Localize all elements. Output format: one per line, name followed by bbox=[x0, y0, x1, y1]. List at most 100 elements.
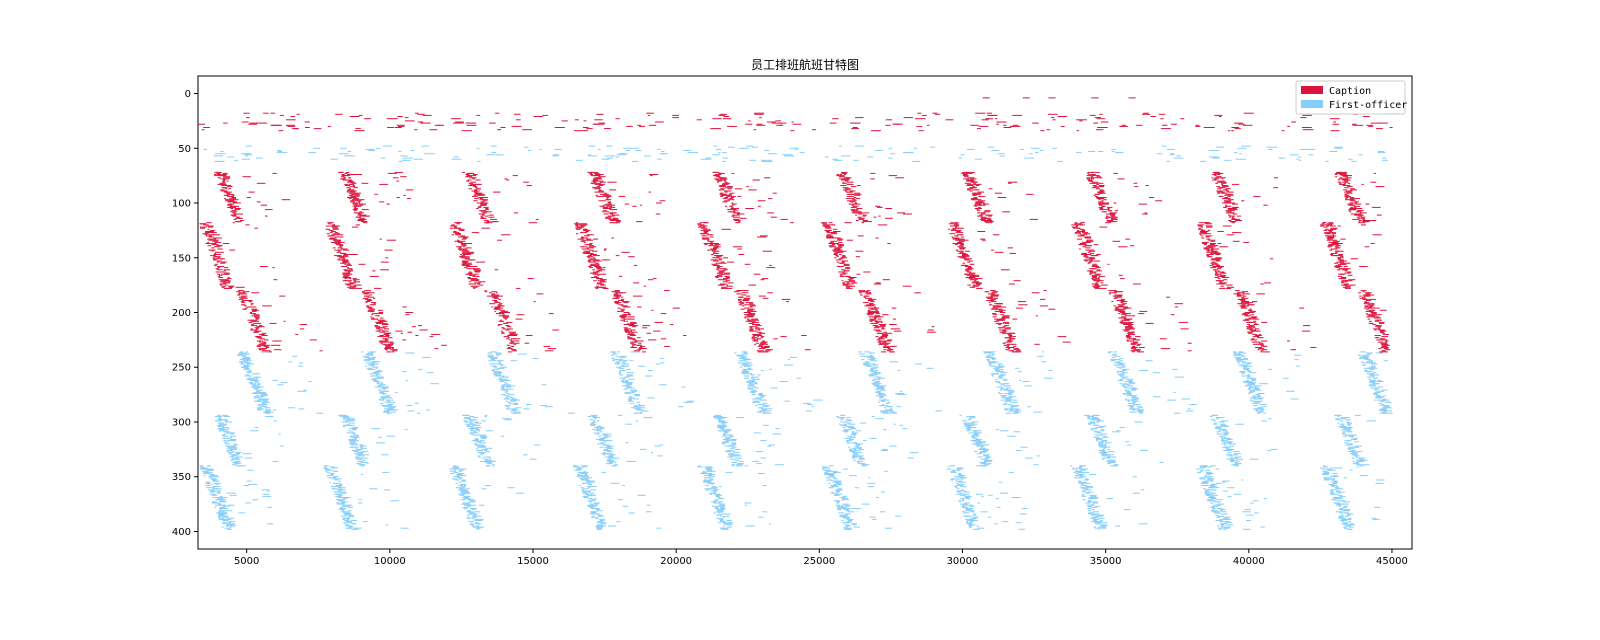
gantt-bar bbox=[609, 189, 617, 191]
gantt-bar bbox=[593, 187, 601, 189]
gantt-bar bbox=[830, 232, 837, 234]
gantt-bar bbox=[1160, 118, 1164, 120]
gantt-bar bbox=[951, 228, 954, 230]
gantt-bar bbox=[1321, 223, 1325, 225]
gantt-bar bbox=[878, 326, 886, 328]
gantt-bar bbox=[789, 356, 797, 358]
gantt-bar bbox=[1219, 116, 1222, 117]
gantt-bar bbox=[517, 353, 527, 355]
gantt-bar bbox=[1233, 353, 1241, 355]
gantt-bar bbox=[513, 340, 520, 342]
gantt-bar bbox=[1352, 123, 1357, 125]
gantt-bar bbox=[749, 327, 753, 329]
gantt-bar bbox=[1226, 191, 1234, 193]
gantt-bar bbox=[1370, 375, 1375, 377]
gantt-bar bbox=[869, 305, 874, 307]
gantt-bar bbox=[896, 394, 907, 396]
gantt-bar bbox=[596, 270, 602, 272]
gantt-bar bbox=[870, 358, 877, 359]
gantt-bar bbox=[1362, 354, 1370, 356]
gantt-bar bbox=[1101, 202, 1109, 204]
gantt-bar bbox=[1239, 305, 1245, 307]
gantt-bar bbox=[378, 312, 383, 313]
gantt-bar bbox=[921, 114, 927, 116]
gantt-bar bbox=[547, 348, 556, 350]
gantt-bar bbox=[473, 174, 475, 175]
gantt-bar bbox=[476, 114, 481, 116]
gantt-bar bbox=[1367, 220, 1377, 221]
gantt-bar bbox=[833, 254, 836, 255]
gantt-bar bbox=[1127, 336, 1132, 338]
gantt-bar bbox=[466, 252, 474, 254]
gantt-bar bbox=[1232, 351, 1236, 353]
gantt-bar bbox=[857, 235, 864, 237]
gantt-bar bbox=[1233, 209, 1238, 211]
gantt-bar bbox=[506, 321, 513, 323]
gantt-bar bbox=[750, 382, 757, 384]
gantt-bar bbox=[875, 237, 879, 239]
gantt-bar bbox=[590, 277, 595, 278]
gantt-bar bbox=[728, 146, 735, 148]
gantt-bar bbox=[235, 286, 245, 288]
gantt-bar bbox=[512, 175, 518, 177]
gantt-bar bbox=[1239, 298, 1246, 300]
gantt-bar bbox=[328, 238, 336, 240]
gantt-bar bbox=[223, 178, 226, 180]
gantt-bar bbox=[1087, 270, 1093, 272]
gantt-bar bbox=[1252, 389, 1257, 391]
gantt-bar bbox=[1024, 385, 1032, 387]
gantt-bar bbox=[372, 313, 377, 315]
gantt-bar bbox=[341, 256, 349, 258]
gantt-bar bbox=[874, 371, 877, 373]
gantt-bar bbox=[629, 321, 637, 323]
gantt-bar bbox=[1002, 329, 1006, 331]
gantt-bar bbox=[1375, 314, 1382, 316]
gantt-bar bbox=[552, 154, 560, 156]
gantt-bar bbox=[1341, 280, 1344, 282]
gantt-bar bbox=[258, 396, 264, 398]
gantt-bar bbox=[223, 122, 228, 124]
gantt-bar bbox=[990, 301, 997, 303]
gantt-bar bbox=[1255, 389, 1262, 391]
gantt-bar bbox=[1338, 258, 1341, 260]
gantt-bar bbox=[376, 322, 382, 324]
gantt-bar bbox=[593, 180, 600, 182]
gantt-bar bbox=[713, 260, 718, 262]
gantt-bar bbox=[219, 283, 224, 285]
gantt-bar bbox=[381, 396, 387, 398]
gantt-bar bbox=[467, 277, 471, 278]
gantt-bar bbox=[633, 394, 636, 396]
gantt-bar bbox=[396, 124, 405, 126]
gantt-bar bbox=[503, 376, 509, 378]
gantt-bar bbox=[470, 280, 478, 282]
gantt-bar bbox=[903, 117, 913, 119]
gantt-bar bbox=[1222, 202, 1229, 204]
gantt-bar bbox=[628, 387, 635, 389]
gantt-bar bbox=[1334, 266, 1338, 267]
gantt-bar bbox=[973, 275, 980, 277]
gantt-bar bbox=[1339, 183, 1344, 185]
gantt-bar bbox=[343, 175, 351, 177]
gantt-bar bbox=[725, 187, 733, 189]
gantt-bar bbox=[1096, 118, 1106, 120]
gantt-bar bbox=[358, 213, 362, 215]
gantt-bar bbox=[833, 248, 841, 250]
gantt-bar bbox=[630, 390, 637, 392]
gantt-bar bbox=[1098, 277, 1100, 278]
gantt-bar bbox=[715, 277, 719, 278]
gantt-bar bbox=[254, 227, 258, 229]
gantt-bar bbox=[624, 376, 630, 378]
gantt-bar bbox=[836, 259, 841, 261]
gantt-bar bbox=[213, 258, 220, 260]
gantt-bar bbox=[1243, 300, 1246, 301]
gantt-bar bbox=[214, 239, 219, 241]
gantt-bar bbox=[367, 352, 370, 354]
gantt-bar bbox=[890, 328, 901, 330]
gantt-bar bbox=[338, 171, 344, 173]
gantt-bar bbox=[869, 297, 872, 299]
gantt-bar bbox=[552, 155, 559, 157]
gantt-bar bbox=[1249, 386, 1257, 388]
gantt-bar bbox=[400, 332, 403, 334]
gantt-bar bbox=[969, 260, 973, 262]
gantt-bar bbox=[619, 370, 626, 371]
